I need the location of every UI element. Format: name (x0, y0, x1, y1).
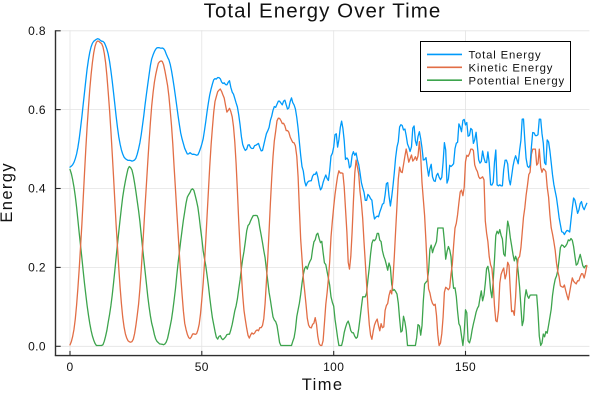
svg-text:0.0: 0.0 (28, 340, 46, 354)
svg-text:Total Energy: Total Energy (469, 50, 542, 62)
svg-text:0.4: 0.4 (28, 182, 46, 196)
svg-text:100: 100 (323, 360, 344, 374)
svg-text:Energy: Energy (0, 162, 16, 223)
svg-text:Time: Time (302, 376, 344, 394)
svg-text:Kinetic Energy: Kinetic Energy (469, 63, 554, 75)
svg-text:0: 0 (66, 360, 73, 374)
svg-text:0.8: 0.8 (28, 24, 46, 38)
svg-text:Potential Energy: Potential Energy (469, 76, 566, 88)
svg-text:0.6: 0.6 (28, 103, 46, 117)
svg-text:150: 150 (455, 360, 476, 374)
svg-text:0.2: 0.2 (28, 261, 46, 275)
svg-text:50: 50 (195, 360, 209, 374)
svg-text:Total Energy Over Time: Total Energy Over Time (204, 0, 442, 23)
